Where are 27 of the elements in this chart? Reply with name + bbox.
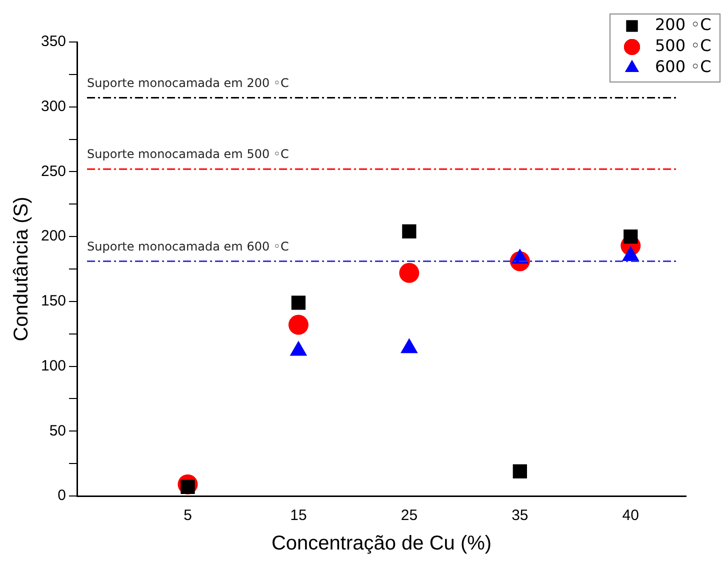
y-tick-label: 200 bbox=[40, 228, 66, 245]
x-axis-title: Concentração de Cu (%) bbox=[271, 532, 492, 555]
y-tick-label: 150 bbox=[40, 292, 66, 310]
point bbox=[624, 230, 638, 244]
y-tick-label: 100 bbox=[40, 357, 66, 374]
legend-label: 200 ◦C bbox=[655, 15, 712, 34]
y-tick-label: 300 bbox=[40, 98, 66, 115]
point bbox=[288, 314, 308, 335]
legend-label: 600 ◦C bbox=[655, 57, 712, 76]
point bbox=[512, 464, 527, 478]
y-tick-label: 50 bbox=[49, 422, 66, 440]
y-axis-title: Condutância (S) bbox=[10, 196, 33, 342]
x-tick-label: 5 bbox=[184, 507, 192, 524]
ref-line-label: Suporte monocamada em 200 ◦C bbox=[87, 76, 289, 90]
point bbox=[291, 296, 306, 310]
y-tick-label: 0 bbox=[58, 487, 66, 504]
x-tick-label: 35 bbox=[512, 507, 528, 524]
x-tick-label: 40 bbox=[622, 507, 639, 524]
point bbox=[399, 262, 420, 283]
ref-line-label: Suporte monocamada em 500 ◦C bbox=[87, 147, 289, 162]
y-tick-label: 250 bbox=[40, 162, 66, 180]
y-tick-label: 350 bbox=[40, 33, 66, 50]
x-tick-label: 25 bbox=[400, 507, 418, 524]
point bbox=[402, 224, 416, 238]
ref-line-label: Suporte monocamada em 600 ◦C bbox=[87, 239, 289, 254]
legend-label: 500 ◦C bbox=[655, 36, 712, 56]
x-tick-label: 15 bbox=[290, 507, 307, 524]
